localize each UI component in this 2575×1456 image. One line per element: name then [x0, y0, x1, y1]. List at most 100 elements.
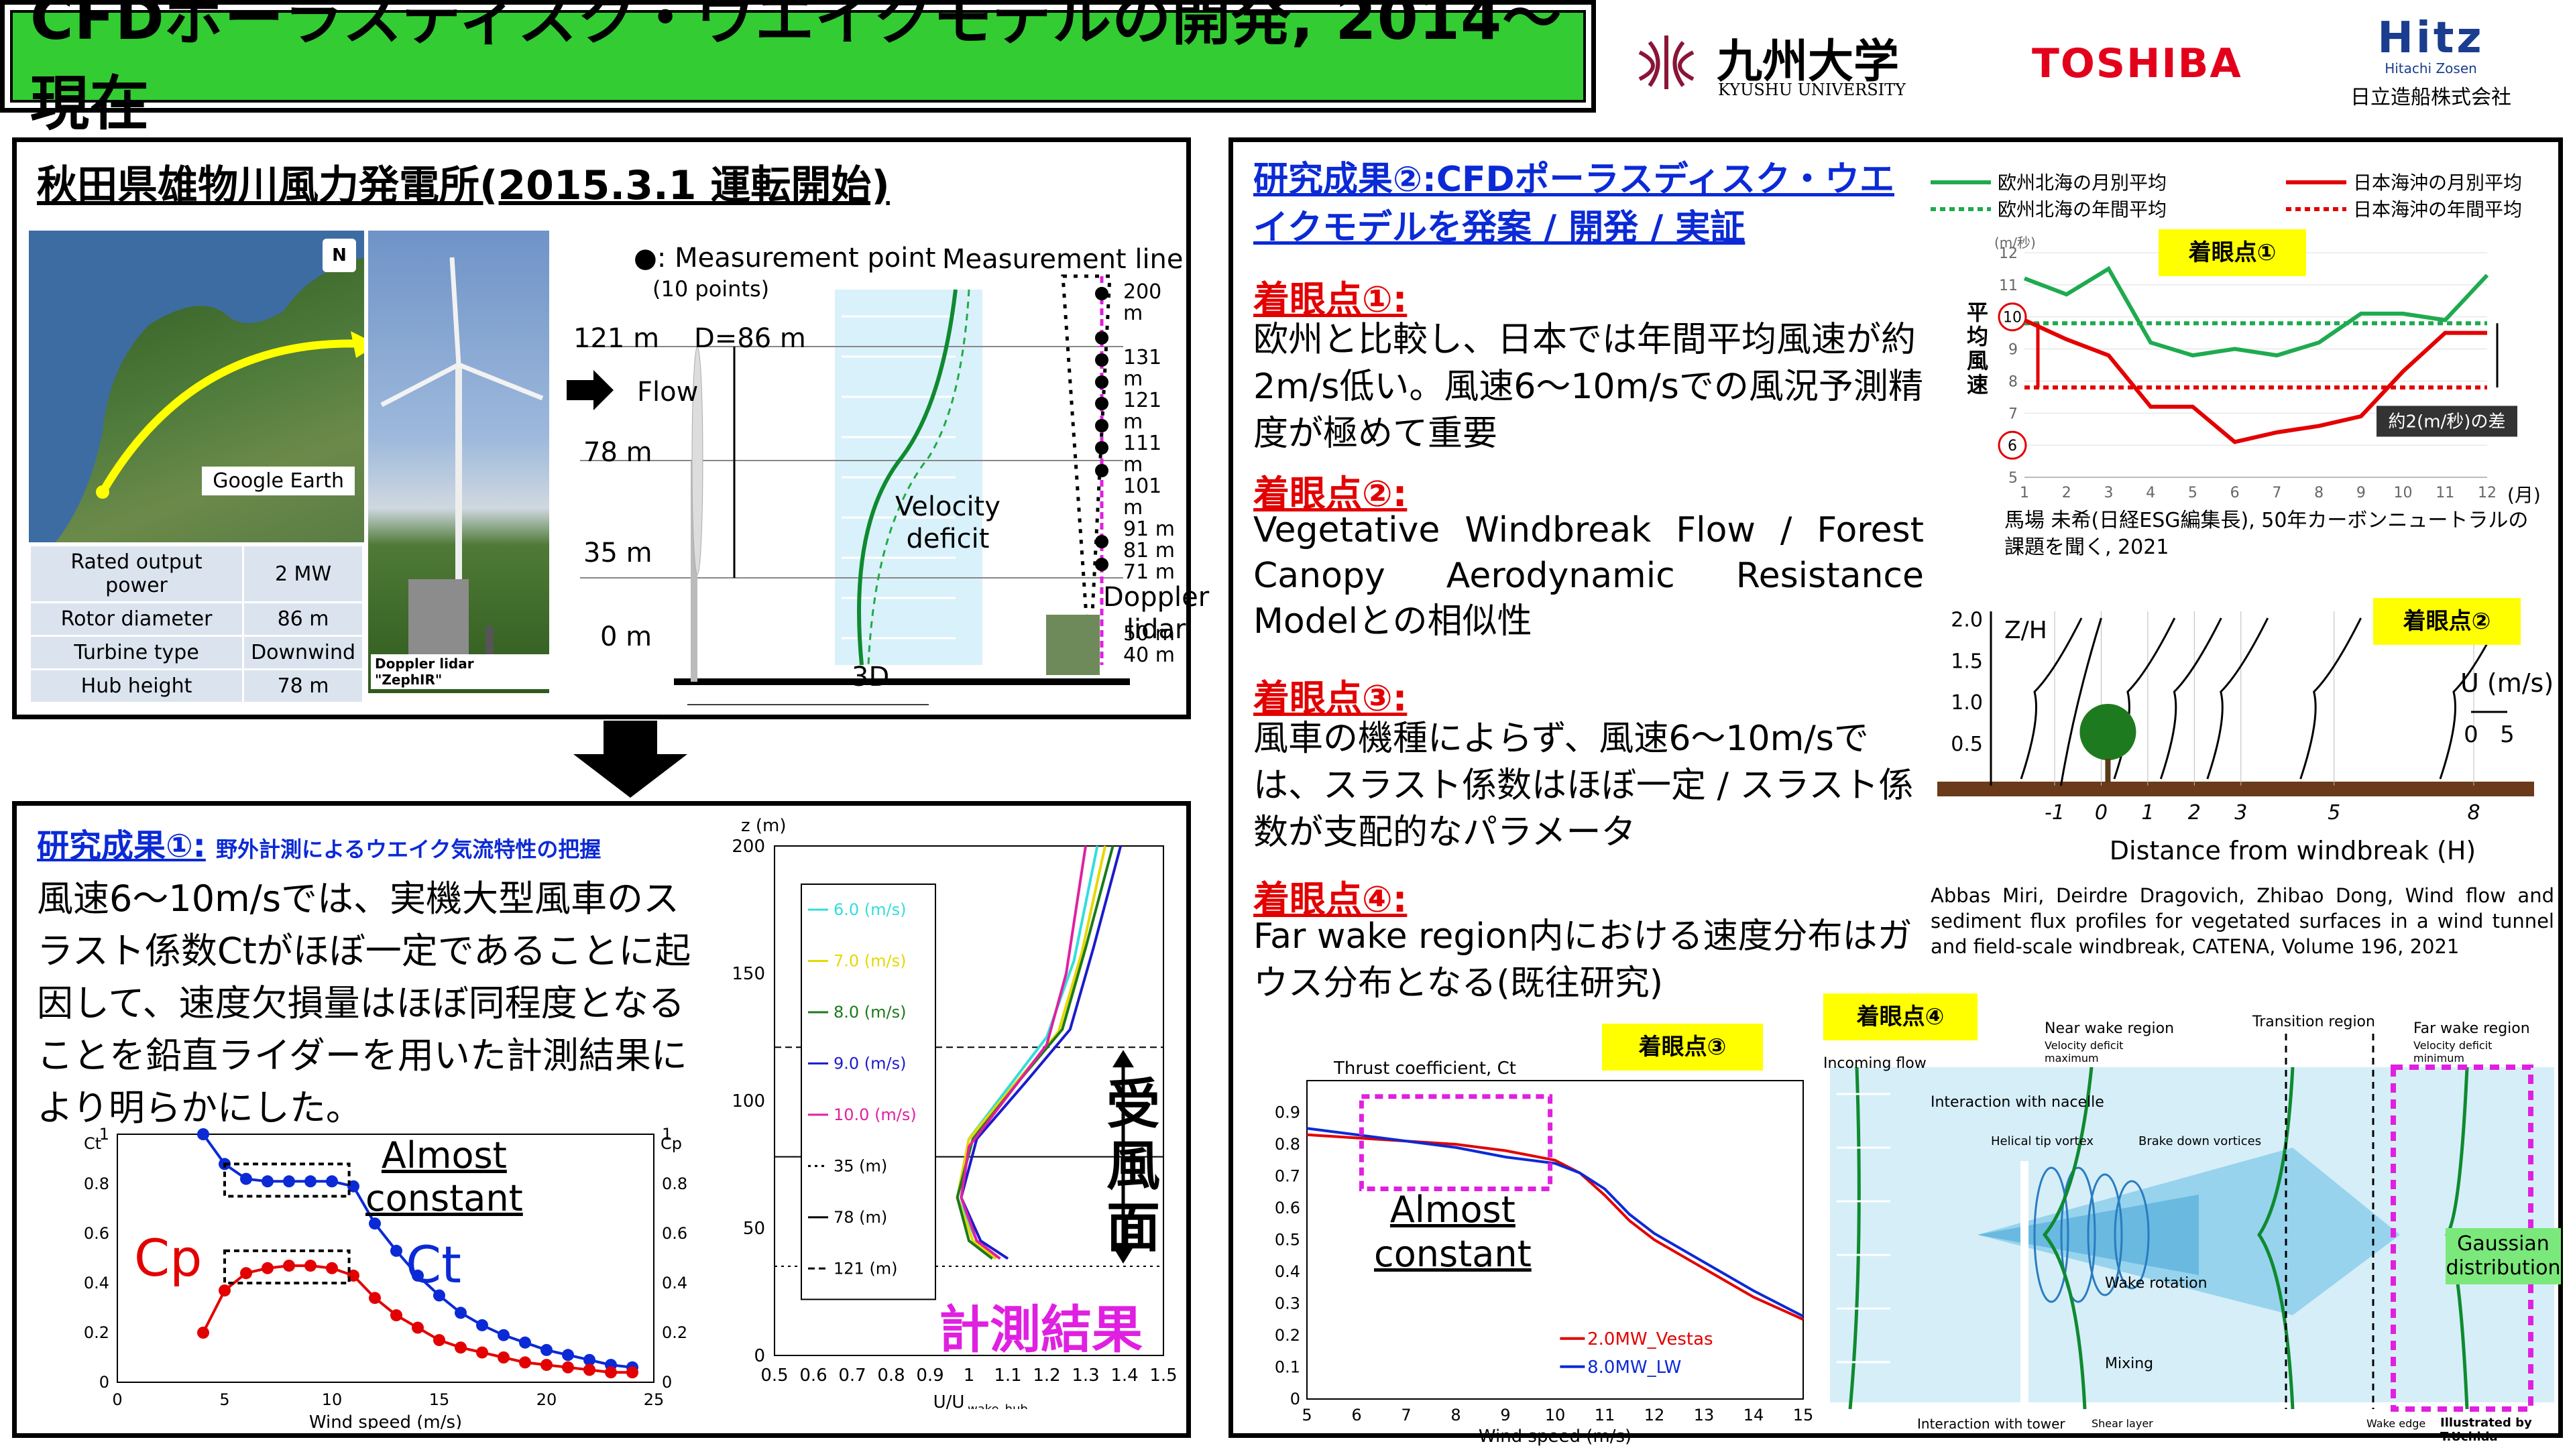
heights-right: 200 m 131 m 121 m 111 m 101 m 91 m 81 m … [1123, 282, 1186, 666]
y-tick-label: 1.0 [1951, 691, 1983, 715]
data-point-ct [562, 1349, 574, 1361]
google-earth-label: Google Earth [202, 467, 355, 495]
x-tick-label: 1.5 [1149, 1366, 1177, 1386]
data-point-ct [390, 1244, 402, 1257]
result1-panel: 研究成果①: 野外計測によるウエイク気流特性の把握 風速6～10m/sでは、実機… [12, 801, 1191, 1438]
receiving-arrow-head-top [1112, 1050, 1134, 1068]
data-point-ct [369, 1217, 381, 1230]
y-tick-label: 7 [2008, 406, 2018, 422]
x-tick-label: 8 [1450, 1406, 1461, 1424]
spec-value: 86 m [242, 601, 364, 637]
table-row: Rotor diameter 86 m [28, 601, 364, 637]
legend-points-count: (10 points) [652, 276, 770, 302]
receiving-face-label: 受 風 面 [1106, 1073, 1160, 1259]
data-point-cp [605, 1366, 617, 1379]
x-tick-label: 15 [429, 1390, 450, 1409]
constant-box-cp [223, 1249, 351, 1284]
spec-value: Downwind [242, 635, 364, 670]
y-tick-label-left: 1 [99, 1125, 109, 1144]
result2-panel: 研究成果②:CFDポーラスディスク・ウエイクモデルを発案 / 開発 / 実証 着… [1228, 137, 2563, 1447]
y-axis-label: z (m) [741, 816, 787, 836]
three-d-label: 3D [852, 662, 890, 692]
y-tick-label: 0 [754, 1346, 765, 1366]
data-point-cp [455, 1341, 467, 1354]
x-tick-label: 2 [2188, 801, 2201, 825]
chart-title: Thrust coefficient, Ct [1333, 1058, 1516, 1079]
ground [1937, 782, 2534, 796]
y-tick-label: 100 [732, 1091, 765, 1111]
windbreak-chart: 2.0 1.5 1.0 0.5 Z/H -1 0 1 2 3 5 8 Distance from win… [1937, 608, 2554, 865]
hitz-sub: Hitachi Zosen [2385, 60, 2477, 76]
x-tick-label: 12 [2478, 485, 2497, 501]
data-point-cp [326, 1262, 338, 1274]
ct-cp-chart: 0 5 10 15 20 250 00.2 0.20.4 0.40.6 0.60.8 0.81 1Ct… [84, 1125, 687, 1429]
x-tick-label: 0.8 [877, 1366, 905, 1386]
data-point-cp [562, 1361, 574, 1374]
data-point-ct [519, 1336, 531, 1349]
result1-subtitle: 野外計測によるウエイク気流特性の把握 [215, 837, 602, 862]
data-point-cp [626, 1366, 638, 1379]
h50: 50 m [1123, 622, 1175, 646]
h131: 131 m [1123, 346, 1162, 391]
data-point-cp [519, 1356, 531, 1369]
ct-models-chart: 5 6 7 8 9 10 11 12 13 14 15 0 0.1 0.2 0.3 0.4 0.5 0.6 0.7 0… [1275, 1058, 1814, 1447]
x-tick-label: 3 [2234, 801, 2247, 825]
page-title: CFDポーラスディスク・ウエイクモデルの開発, 2014～現在 [10, 0, 1586, 138]
h71: 71 m [1123, 560, 1175, 584]
tag-point4: 着眼点④ [1823, 993, 1978, 1040]
x-tick-label: 8 [2314, 485, 2324, 501]
height-0: 0 m [600, 621, 652, 652]
y-tick-label: 9 [2008, 342, 2018, 359]
tag-point3: 着眼点③ [1602, 1024, 1763, 1071]
spec-label: Hub height [28, 668, 245, 704]
x-tick-label: 5 [2328, 801, 2340, 825]
wake-profile-chart: 0.5 0.6 0.7 0.8 0.9 1 1.1 1.2 1.3 1.4 1.5 0 50 100 150… [732, 816, 1177, 1409]
legend-label: 35 (m) [834, 1156, 887, 1175]
legend-label: 欧州北海の年間平均 [1998, 198, 2167, 221]
x-tick-label: 0.9 [916, 1366, 943, 1386]
tag-point1: 着眼点① [2159, 229, 2306, 276]
x-tick-label: 9 [1500, 1406, 1510, 1424]
x-tick-label: 2 [2062, 485, 2071, 501]
spec-label: Rated output power [28, 544, 245, 603]
h101: 101 m [1123, 475, 1162, 520]
x-unit-label: (月) [2507, 484, 2541, 506]
hitz-mark: Hitz [2377, 13, 2484, 63]
result1-body: 風速6～10m/sでは、実機大型風車のスラスト係数Ctがほぼ一定であることに起因… [37, 877, 691, 1129]
data-point-ct [583, 1353, 595, 1366]
transition-label: Transition region [2252, 1014, 2375, 1030]
y-tick-label: 1.5 [1951, 650, 1983, 673]
x-tick-label: 15 [1793, 1406, 1814, 1424]
plot-frame [1306, 1080, 1804, 1400]
legend-label: 78 (m) [834, 1208, 887, 1227]
title-box: CFDポーラスディスク・ウエイクモデルの開発, 2014～現在 [0, 0, 1596, 138]
data-point-cp [390, 1309, 402, 1322]
y-axis-label: Z/H [2004, 617, 2047, 644]
ref1: 馬場 未希(日経ESG編集長), 50年カーボンニュートラルの課題を聞く, 20… [2004, 509, 2529, 559]
h40: 40 m [1123, 644, 1175, 667]
data-point-ct [197, 1128, 209, 1140]
x-tick-label: 14 [1743, 1406, 1764, 1424]
brake-label: Brake down vortices [2138, 1134, 2262, 1148]
site-panel: 秋田県雄物川風力発電所(2015.3.1 運転開始) N Google Eart… [12, 137, 1209, 719]
data-point-cp [197, 1327, 209, 1339]
y-tick-label-right: 0.2 [662, 1323, 687, 1342]
data-point-cp [283, 1260, 295, 1272]
kyushu-name-en: KYUSHU UNIVERSITY [1718, 80, 1906, 99]
x-tick-label: 12 [1644, 1406, 1665, 1424]
series-line [2023, 265, 2489, 358]
mixing-label: Mixing [2105, 1355, 2154, 1372]
velocity-profile [2159, 617, 2222, 780]
y-tick-label: 0.8 [1275, 1135, 1300, 1154]
toshiba-logo: TOSHIBA [2032, 40, 2242, 87]
circle-10 [1998, 302, 2027, 332]
profile-line [956, 845, 1106, 1260]
rotation-label: Wake rotation [2105, 1275, 2208, 1292]
legend-label: 10.0 (m/s) [834, 1105, 917, 1124]
x-tick-label: -1 [2045, 801, 2065, 825]
data-point-ct [455, 1307, 467, 1319]
hitz-name-jp: 日立造船株式会社 [2350, 86, 2511, 109]
data-point-cp [433, 1334, 445, 1347]
flow-arrows [842, 315, 956, 640]
